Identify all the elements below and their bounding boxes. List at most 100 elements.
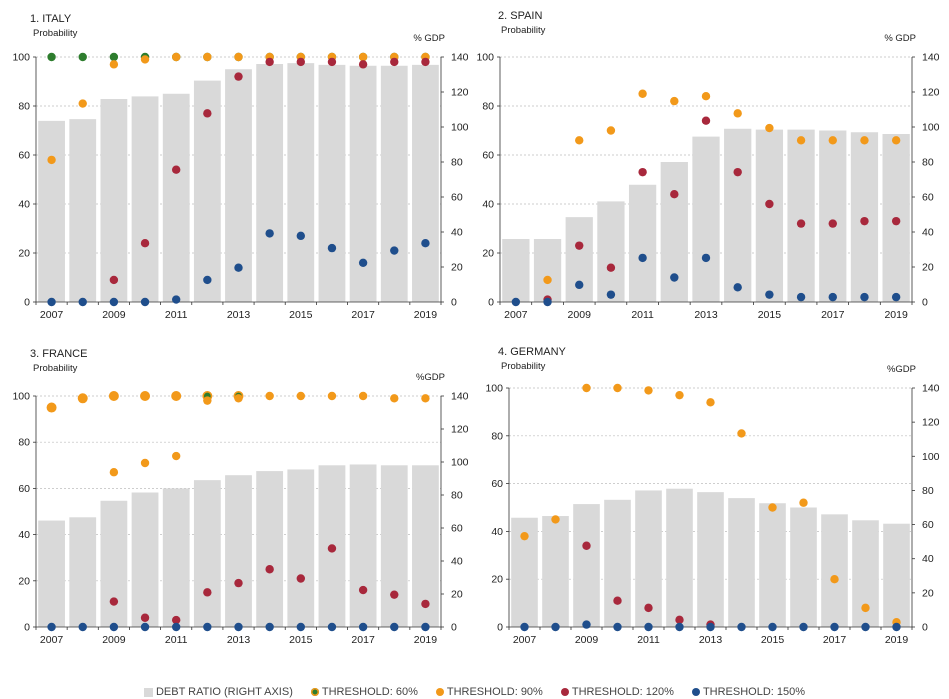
panel-1-debt-bar — [287, 63, 315, 302]
panel-4-threshold-150-point — [737, 622, 746, 632]
panel-1-threshold-60-point — [47, 52, 56, 62]
panel-3-debt-bar — [256, 471, 284, 627]
panel-4-xtick-label: 2013 — [699, 634, 723, 646]
panel-1-threshold-90-point — [171, 52, 181, 62]
panel-4-threshold-150-point — [551, 622, 560, 632]
panel-2-ytick-label: 0 — [488, 297, 494, 309]
panel-1-debt-bar — [380, 65, 408, 302]
panel-2-y2tick-label: 140 — [922, 52, 940, 64]
panel-1-y2tick-label: 0 — [451, 297, 457, 309]
legend-label-debt-ratio: DEBT RATIO (RIGHT AXIS) — [155, 686, 293, 698]
panel-4-threshold-90-point — [706, 398, 715, 407]
panel-4-y2tick-label: 80 — [922, 485, 934, 497]
panel-3-y2tick-label: 140 — [451, 391, 469, 403]
panel-2-ylabel: Probability — [501, 25, 546, 36]
panel-1-xtick-label: 2019 — [414, 309, 438, 321]
panel-3-xtick-label: 2017 — [351, 634, 375, 646]
panel-1-debt-bar — [318, 64, 346, 302]
panel-2-xtick-label: 2015 — [758, 309, 782, 321]
panel-4-threshold-150-point — [582, 620, 591, 629]
panel-2-threshold-150-point — [606, 290, 616, 299]
panel-1-threshold-90-point — [47, 155, 56, 165]
panel-2-debt-bar — [819, 130, 847, 302]
panel-4-y2tick-label: 140 — [922, 383, 940, 395]
panel-4-threshold-90-point — [861, 603, 870, 613]
panel-2-threshold-120-point — [796, 219, 806, 228]
panel-1-threshold-90-point — [109, 60, 119, 69]
panel-2-y2tick-label: 0 — [922, 297, 928, 309]
panel-2-threshold-90-point — [796, 136, 806, 145]
panel-2-threshold-120-point — [765, 199, 774, 209]
panel-1-threshold-120-point — [296, 57, 306, 67]
panel-3-y2tick-label: 60 — [451, 523, 463, 535]
panel-4-xtick-label: 2019 — [885, 634, 909, 646]
panel-3-threshold-90-point — [265, 391, 274, 401]
panel-1-threshold-120-point — [421, 57, 430, 67]
panel-3-debt-bar — [349, 464, 377, 627]
panel-1-ytick-label: 20 — [18, 248, 30, 260]
panel-1-threshold-90-point — [234, 52, 243, 62]
panel-2-debt-bar — [628, 184, 657, 302]
panel-4-threshold-150-point — [706, 622, 715, 632]
panel-3-threshold-90-point — [171, 391, 181, 401]
panel-2-debt-bar — [692, 136, 720, 302]
panel-2-threshold-120-point — [670, 190, 679, 199]
panel-3-xtick-label: 2019 — [414, 634, 438, 646]
panel-1-xtick-label: 2013 — [227, 309, 251, 321]
panel-1-debt-bar — [256, 64, 284, 302]
legend-item-threshold-60: THRESHOLD: 60% — [310, 686, 418, 698]
panel-4-threshold-90-point — [830, 575, 839, 584]
panel-4-threshold-90-point — [675, 390, 684, 400]
panel-4-threshold-90-point — [799, 498, 808, 507]
panel-3-debt-bar — [380, 465, 408, 627]
panel-4-threshold-120-point — [582, 541, 591, 550]
legend-label-threshold-120: THRESHOLD: 120% — [571, 686, 674, 698]
panel-4-debt-bar — [604, 499, 631, 627]
panel-4-threshold-90-point — [644, 386, 653, 395]
panel-2-threshold-90-point — [828, 136, 837, 145]
panel-1-threshold-120-point — [234, 72, 243, 81]
panel-2-debt-bar — [533, 239, 562, 302]
panel-2-threshold-150-point — [701, 253, 711, 263]
legend-item-threshold-150: THRESHOLD: 150% — [691, 686, 805, 698]
panel-3-threshold-90-point — [140, 391, 150, 401]
panel-3-threshold-90-point — [358, 391, 368, 401]
panel-3-xtick-label: 2009 — [102, 634, 126, 646]
panel-1-debt-bar — [38, 120, 65, 302]
panel-1-threshold-120-point — [140, 239, 150, 248]
panel-3-threshold-150-point — [109, 622, 119, 632]
panel-3-ytick-label: 20 — [18, 575, 30, 587]
panel-3-threshold-120-point — [234, 578, 243, 588]
panel-4-threshold-90-point — [520, 531, 529, 541]
panel-1-threshold-150-point — [234, 263, 243, 272]
panel-2-y2tick-label: 40 — [922, 227, 934, 239]
panel-2-y2tick-label: 20 — [922, 262, 934, 274]
panel-1-y2tick-label: 20 — [451, 262, 463, 274]
panel-2-ytick-label: 40 — [482, 199, 494, 211]
panel-4-threshold-120-point — [644, 603, 653, 613]
panel-3-y2tick-label: 80 — [451, 490, 463, 502]
panel-1-threshold-150-point — [421, 239, 430, 248]
panel-3-threshold-150-point — [140, 622, 150, 632]
panel-3-xtick-label: 2011 — [165, 634, 188, 646]
panel-2-xtick-label: 2013 — [694, 309, 718, 321]
panel-2-threshold-150-point — [796, 292, 806, 302]
panel-4-debt-bar — [790, 507, 817, 627]
panel-1-threshold-120-point — [203, 109, 212, 118]
legend-swatch-debt-ratio — [143, 687, 153, 697]
panel-4-ytick-label: 80 — [491, 430, 503, 442]
panel-3-xtick-label: 2015 — [289, 634, 313, 646]
panel-3-threshold-120-point — [421, 599, 430, 609]
panel-1-debt-bar — [225, 69, 252, 302]
panel-3-y2tick-label: 100 — [451, 457, 469, 469]
panel-1-threshold-150-point — [327, 243, 337, 253]
panel-1-threshold-150-point — [265, 229, 274, 238]
panel-1-threshold-120-point — [327, 57, 337, 67]
panel-3-threshold-120-point — [265, 565, 274, 574]
panel-3-threshold-90-point — [78, 394, 87, 403]
panel-4-threshold-120-point — [613, 596, 622, 605]
panel-3-debt-bar — [287, 469, 315, 627]
panel-1-debt-bar — [100, 99, 128, 302]
panel-1-y2tick-label: 120 — [451, 87, 469, 99]
